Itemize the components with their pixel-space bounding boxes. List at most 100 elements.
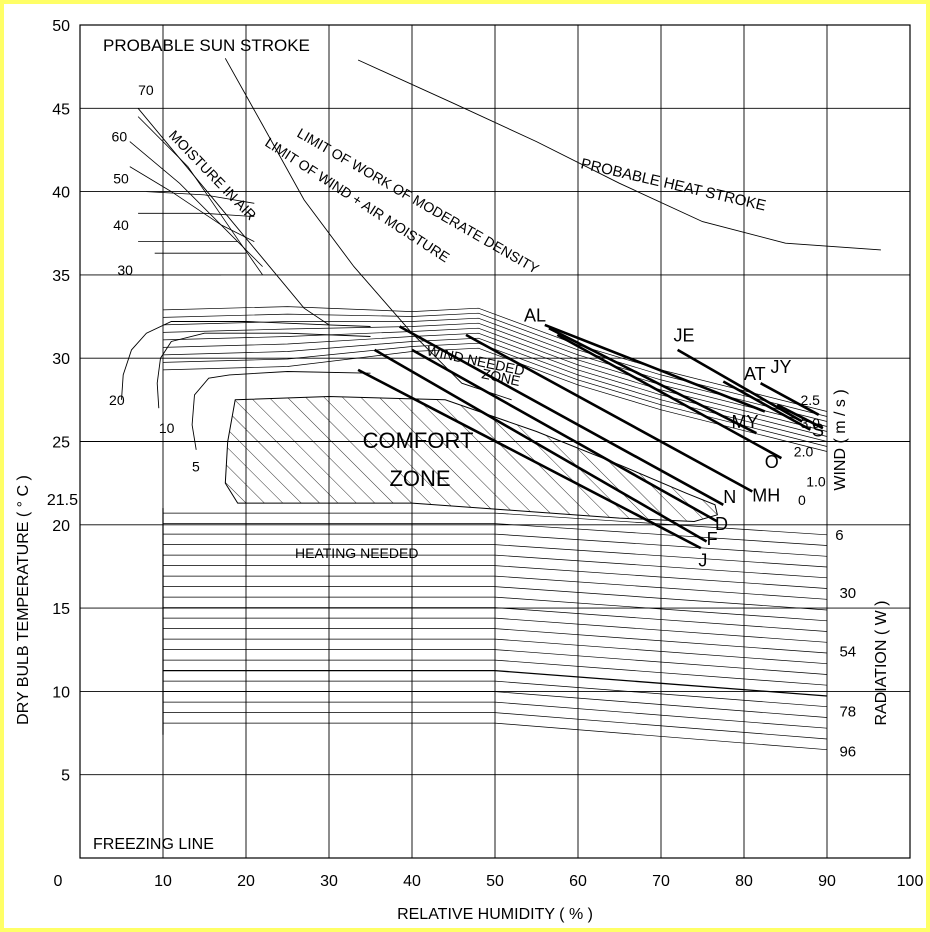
wind-curve [162,312,828,417]
radiation-line [163,659,828,686]
x-tick-label: 30 [320,873,338,890]
month-line-f [373,348,708,543]
month-line-jy [759,382,820,416]
radiation-line [163,565,828,589]
x-tick-label: 80 [735,873,753,890]
x-tick-label: 90 [818,873,836,890]
x-tick-label: 40 [403,873,421,890]
x-axis-label: RELATIVE HUMIDITY ( % ) [397,906,593,923]
wind-curve [162,327,828,432]
moisture-value-5: 5 [192,458,200,474]
heat-stroke-curve [357,59,881,251]
month-line-s [776,403,824,430]
radiation-line [163,586,828,611]
moisture-value-50: 50 [113,170,129,186]
month-label-at: AT [744,364,766,384]
month-label-je: JE [673,326,694,346]
y-tick-label: 20 [52,518,70,535]
moisture-value-20: 20 [109,392,125,408]
wind-value-1-0: 1.0 [806,473,826,489]
month-label-my: MY [732,412,759,432]
wind-curve [162,317,828,422]
sun-stroke-curve [224,58,512,401]
wind-value-0: 0 [798,492,806,508]
radiation-line [163,701,828,729]
wind-curve [162,347,828,452]
radiation-line [163,638,828,665]
wind-value-3-0: 3.0 [800,415,820,431]
y-tick-label: 50 [52,18,70,35]
month-line-n [398,325,724,506]
moisture-curve [146,191,255,204]
moisture-curve-5 [191,371,371,450]
radiation-line [163,669,828,697]
comfort-zone [224,395,718,523]
radiation-line [163,680,828,708]
month-label-j: J [698,550,707,570]
radiation-line [163,617,828,643]
month-line-at [722,380,812,431]
x-tick-label: 100 [897,873,924,890]
radiation-value-96: 96 [839,743,856,760]
wind-value-2-5: 2.5 [800,392,820,408]
month-label-d: D [715,514,728,534]
radiation-value-30: 30 [839,585,856,602]
moisture-curve-10 [156,332,371,409]
comfort-zone-label-2: ZONE [389,466,450,491]
y-tick-label: 15 [52,601,70,618]
wind-scale-title: WIND ( m / s ) [832,389,849,490]
month-label-o: O [765,452,779,472]
moisture-value-40: 40 [113,217,129,233]
x-tick-label: 70 [652,873,670,890]
work-limit-label: LIMIT OF WORK OF MODERATE DENSITY [295,125,543,277]
month-label-f: F [707,529,718,549]
wind-value-2-0: 2.0 [794,443,814,459]
heating-needed-label: HEATING NEEDED [295,545,418,561]
wind-curve [162,337,828,442]
moisture-value-70: 70 [138,82,154,98]
y-tick-label: 40 [52,185,70,202]
radiation-line [163,575,828,600]
comfort-zone-label: COMFORT [363,428,474,453]
x-tick-label: 10 [154,873,172,890]
month-line-j [357,368,702,550]
radiation-line [163,628,828,654]
moisture-value-30: 30 [117,262,133,278]
month-line-mh [465,333,753,493]
radiation-line [163,691,828,718]
month-line-d [411,348,719,523]
y-axis-label: DRY BULB TEMPERATURE ( ° C ) [15,475,32,725]
wind-needed-zone-label: ZONE [480,365,521,389]
month-line-je [676,348,803,423]
radiation-line [163,544,828,568]
moisture-curve-20 [121,321,371,400]
y-tick-label: 35 [52,268,70,285]
radiation-line [163,523,828,546]
radiation-line [163,712,828,740]
month-label-al: AL [524,306,546,326]
moisture-curve [129,141,263,267]
y-tick-label: 10 [52,684,70,701]
radiation-line [163,722,828,751]
wind-curve [162,306,828,412]
radiation-value-78: 78 [839,703,856,720]
month-label-s: S [812,421,824,441]
moisture-value-60: 60 [112,129,128,145]
radiation-line [163,607,828,632]
wind-curve [162,332,828,437]
y-tick-label: 21.5 [47,492,78,509]
moisture-value-10: 10 [159,420,175,436]
radiation-line [163,512,828,536]
radiation-line [163,596,828,622]
month-line-my [548,327,757,435]
x-tick-label: 60 [569,873,587,890]
month-line-o [556,333,783,460]
moisture-limit-curve [137,108,330,326]
moisture-curve [137,116,263,276]
moisture-in-air-label: MOISTURE IN AIR [166,127,260,223]
x-tick-label: 0 [54,873,63,890]
moisture-curve [138,212,255,217]
radiation-scale-title: RADIATION ( W ) [873,600,890,725]
y-tick-label: 30 [52,351,70,368]
